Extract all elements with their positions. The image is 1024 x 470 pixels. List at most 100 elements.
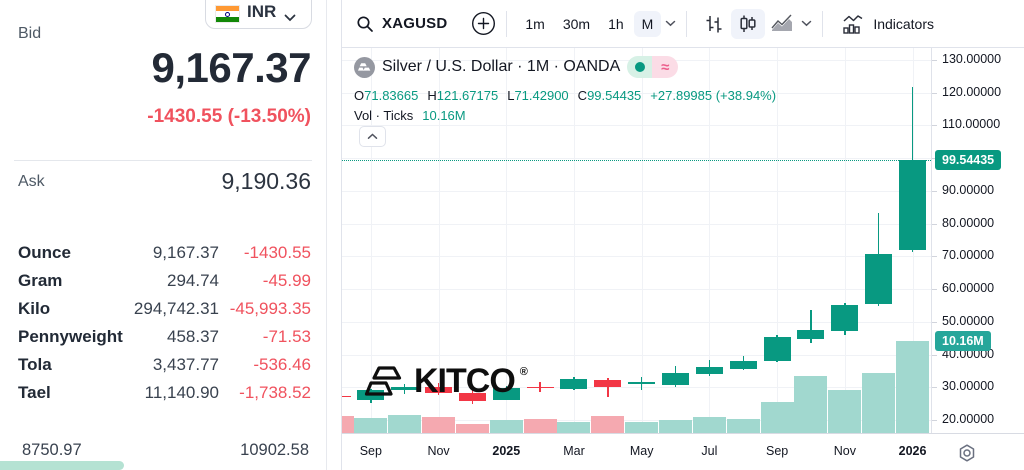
unit-row-tola: Tola 3,437.77 -536.46 [18, 355, 311, 379]
gridline-vertical [844, 48, 846, 433]
chart-title[interactable]: Silver / U.S. Dollar · 1M · OANDA [382, 58, 621, 75]
candle [492, 387, 520, 400]
volume-bar [760, 402, 794, 433]
unit-label: Tael [18, 383, 51, 402]
gridline-horizontal [342, 354, 931, 356]
unit-label: Ounce [18, 243, 71, 262]
volume-bar [422, 416, 456, 433]
price-axis[interactable]: 130.00000120.00000110.00000100.0000090.0… [931, 48, 1024, 433]
gridline-horizontal [342, 92, 931, 94]
style-menu-chevron-icon[interactable] [801, 20, 812, 27]
currency-selector[interactable]: INR [205, 0, 312, 29]
market-status-pill[interactable]: ≈ [627, 56, 679, 78]
candlestick-chart-icon [740, 15, 756, 32]
symbol-button[interactable]: XAGUSD [382, 15, 448, 32]
y-axis-label: 120.00000 [942, 84, 1002, 99]
y-axis-tick [932, 321, 937, 323]
close-label: C [577, 88, 588, 103]
divider [14, 160, 312, 161]
candle [831, 305, 859, 332]
candle [695, 366, 723, 375]
gridline-horizontal [342, 190, 931, 192]
x-axis-label: Sep [359, 444, 382, 458]
candle-wick [810, 310, 812, 343]
data-status-icon [627, 56, 653, 78]
y-axis-label: 50.00000 [942, 313, 995, 328]
bars-style-button[interactable] [697, 9, 731, 39]
range-indicator-bar [0, 461, 124, 470]
volume-label: Vol · Ticks [354, 108, 414, 123]
unit-value: 294.74 [167, 271, 219, 290]
unit-row-gram: Gram 294.74 -45.99 [18, 271, 311, 295]
area-style-button[interactable] [765, 9, 799, 39]
bid-label: Bid [18, 25, 42, 42]
kitco-watermark-text: KITCO [414, 362, 516, 400]
unit-label: Tola [18, 355, 52, 374]
unit-row-tael: Tael 11,140.90 -1,738.52 [18, 383, 311, 407]
registered-mark: ® [519, 365, 528, 378]
toolbar-separator [822, 10, 824, 37]
unit-row-ounce: Ounce 9,167.37 -1430.55 [18, 243, 311, 267]
unit-change: -1,738.52 [239, 383, 311, 402]
y-axis-label: 130.00000 [942, 52, 1002, 66]
candle [763, 336, 791, 362]
range-high-value: 10902.58 [240, 441, 309, 459]
chevron-down-icon [284, 14, 296, 22]
x-axis-label: Mar [563, 444, 585, 458]
volume-bar [388, 414, 422, 433]
y-axis-tick [932, 354, 937, 356]
gridline-horizontal [342, 387, 931, 389]
candle [425, 386, 453, 394]
timeframe-button-1h[interactable]: 1h [608, 15, 624, 32]
axis-settings-gear-icon[interactable] [956, 442, 978, 464]
unit-label: Kilo [18, 299, 51, 318]
timeframe-button-30m[interactable]: 30m [562, 15, 591, 32]
timeframe-button-M[interactable]: M [633, 10, 662, 37]
candle [899, 159, 927, 251]
chevron-up-icon [367, 133, 378, 139]
x-axis-label: Sep [766, 444, 789, 458]
kitco-logo-icon [364, 365, 402, 396]
time-axis[interactable]: Sep Nov 2025 Mar May Jul Sep Nov 2026 [342, 433, 1024, 470]
y-axis-label: 30.00000 [942, 379, 995, 394]
search-icon[interactable] [356, 15, 374, 33]
silver-symbol-icon [354, 56, 375, 78]
delayed-data-icon: ≈ [652, 56, 679, 78]
volume-bar [455, 423, 489, 433]
x-axis-label: 2026 [898, 444, 927, 458]
indicators-button[interactable]: Indicators [833, 8, 942, 40]
volume-bar [862, 373, 896, 433]
last-price-badge: 99.54435 [935, 149, 1002, 170]
bid-value: 9,167.37 [151, 44, 312, 91]
timeframe-menu-chevron-icon[interactable] [665, 20, 676, 27]
timeframe-button-1m[interactable]: 1m [525, 15, 545, 32]
x-axis-label: 2025 [492, 444, 521, 458]
unit-value: 11,140.90 [144, 383, 219, 402]
legend-collapse-button[interactable] [359, 126, 386, 147]
compare-add-icon[interactable] [471, 11, 496, 36]
unit-row-kilo: Kilo 294,742.31 -45,993.35 [18, 299, 311, 323]
candle [458, 392, 486, 401]
gridline-vertical [438, 48, 440, 433]
candle [357, 390, 385, 401]
candle [526, 386, 554, 389]
volume-bar [692, 416, 726, 433]
y-axis-label: 90.00000 [942, 182, 995, 197]
volume-bar [489, 419, 523, 433]
unit-change: -71.53 [262, 327, 311, 346]
volume-value: 10.16M [422, 108, 466, 123]
y-axis-tick [932, 60, 937, 61]
current-price-line [342, 159, 931, 161]
gridline-vertical [573, 48, 575, 433]
ask-label: Ask [18, 173, 45, 190]
unit-value: 9,167.37 [152, 243, 219, 262]
y-axis-label: 70.00000 [942, 248, 995, 263]
candle [729, 360, 757, 369]
chart-plot-area[interactable] [342, 48, 931, 470]
candle-wick [607, 377, 609, 398]
y-axis-tick [932, 92, 937, 94]
bars-chart-icon [706, 15, 722, 32]
indicators-icon [843, 14, 863, 34]
y-axis-label: 60.00000 [942, 281, 995, 296]
candles-style-button[interactable] [731, 8, 766, 39]
